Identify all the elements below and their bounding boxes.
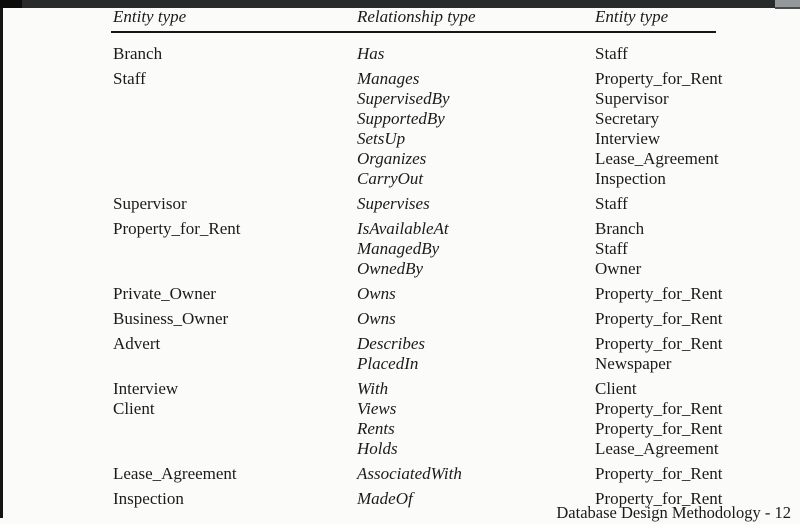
entity-type-cell: Private_Owner (113, 284, 216, 303)
relationship-type-cell: Views (357, 399, 397, 418)
table-row: SetsUp Interview (0, 129, 800, 149)
relationship-type-cell: Owns (357, 309, 396, 328)
entity-group: Lease_Agreement AssociatedWith Property_fo… (0, 464, 800, 484)
window-left-edge (0, 8, 3, 518)
entity-type-cell: Property_for_Rent (113, 219, 241, 238)
related-entity-type-cell: Lease_Agreement (595, 439, 719, 458)
table-row: Branch Has Staff (0, 44, 800, 64)
table-header-row: Entity type Relationship type Entity typ… (0, 6, 800, 28)
entity-group: Private_Owner Owns Property_for_Rent (0, 284, 800, 304)
relationship-type-cell: Describes (357, 334, 425, 353)
related-entity-type-cell: Secretary (595, 109, 660, 128)
column-header-relationship-type: Relationship type (357, 7, 476, 26)
table-row: Organizes Lease_Agreement (0, 149, 800, 169)
table-row: OwnedBy Owner (0, 259, 800, 279)
relationship-type-cell: AssociatedWith (357, 464, 462, 483)
entity-type-cell: Staff (113, 69, 146, 88)
column-header-entity-type-left: Entity type (113, 7, 187, 26)
table-body: Branch Has Staff Staff Manages Property_for_R… (0, 44, 800, 509)
table-row: SupportedBy Secretary (0, 109, 800, 129)
relationship-type-cell: With (357, 379, 389, 398)
entity-group: Client Views Property_for_Rent Rents Propert… (0, 399, 800, 459)
related-entity-type-cell: Interview (595, 129, 661, 148)
relationship-type-cell: Manages (357, 69, 420, 88)
relationship-type-cell: SetsUp (357, 129, 406, 148)
table-row: Holds Lease_Agreement (0, 439, 800, 459)
table-row: Client Views Property_for_Rent (0, 399, 800, 419)
table-row: SupervisedBy Supervisor (0, 89, 800, 109)
table-row: Property_for_Rent IsAvailableAt Branch (0, 219, 800, 239)
related-entity-type-cell: Owner (595, 259, 642, 278)
table-row: Interview With Client (0, 379, 800, 399)
entity-group: Property_for_Rent IsAvailableAt Branch Mana… (0, 219, 800, 279)
related-entity-type-cell: Property_for_Rent (595, 464, 723, 483)
table-row: CarryOut Inspection (0, 169, 800, 189)
top-bar-left-segment (0, 0, 22, 8)
entity-type-cell: Lease_Agreement (113, 464, 237, 483)
related-entity-type-cell: Property_for_Rent (595, 309, 723, 328)
table-row: PlacedIn Newspaper (0, 354, 800, 374)
relationship-type-cell: PlacedIn (357, 354, 419, 373)
entity-group: Inspection MadeOf Property_for_Rent (0, 489, 800, 509)
table-row: Rents Property_for_Rent (0, 419, 800, 439)
relationship-type-cell: IsAvailableAt (357, 219, 449, 238)
relationship-type-cell: Organizes (357, 149, 427, 168)
relationship-type-cell: Rents (357, 419, 395, 438)
related-entity-type-cell: Property_for_Rent (595, 284, 723, 303)
related-entity-type-cell: Property_for_Rent (595, 419, 723, 438)
relationship-type-cell: Holds (357, 439, 398, 458)
window-top-bar (0, 0, 800, 9)
entity-group: Branch Has Staff (0, 44, 800, 64)
entity-group: Business_Owner Owns Property_for_Rent (0, 309, 800, 329)
table-row: Staff Manages Property_for_Rent (0, 69, 800, 89)
entity-type-cell: Interview (113, 379, 179, 398)
relationship-type-cell: Has (357, 44, 385, 63)
table-row: Business_Owner Owns Property_for_Rent (0, 309, 800, 329)
related-entity-type-cell: Supervisor (595, 89, 669, 108)
relationship-type-cell: SupervisedBy (357, 89, 450, 108)
related-entity-type-cell: Staff (595, 44, 628, 63)
related-entity-type-cell: Staff (595, 194, 628, 213)
entity-type-cell: Supervisor (113, 194, 187, 213)
relationship-type-cell: Supervises (357, 194, 430, 213)
header-rule (111, 31, 716, 33)
relationship-type-cell: MadeOf (357, 489, 413, 508)
entity-type-cell: Advert (113, 334, 161, 353)
related-entity-type-cell: Property_for_Rent (595, 334, 723, 353)
related-entity-type-cell: Staff (595, 239, 628, 258)
table-row: ManagedBy Staff (0, 239, 800, 259)
related-entity-type-cell: Newspaper (595, 354, 672, 373)
entity-type-cell: Business_Owner (113, 309, 229, 328)
relationship-type-cell: ManagedBy (357, 239, 440, 258)
entity-group: Supervisor Supervises Staff (0, 194, 800, 214)
relationship-type-cell: Owns (357, 284, 396, 303)
table-row: Inspection MadeOf Property_for_Rent (0, 489, 800, 509)
related-entity-type-cell: Property_for_Rent (595, 399, 723, 418)
relationship-type-cell: SupportedBy (357, 109, 445, 128)
entity-type-cell: Client (113, 399, 155, 418)
top-bar-right-segment (775, 0, 800, 9)
related-entity-type-cell: Property_for_Rent (595, 69, 723, 88)
column-header-entity-type-right: Entity type (595, 7, 669, 26)
related-entity-type-cell: Client (595, 379, 637, 398)
table-row: Private_Owner Owns Property_for_Rent (0, 284, 800, 304)
related-entity-type-cell: Property_for_Rent (595, 489, 723, 508)
relationship-type-cell: OwnedBy (357, 259, 424, 278)
related-entity-type-cell: Lease_Agreement (595, 149, 719, 168)
related-entity-type-cell: Inspection (595, 169, 666, 188)
entity-group: Staff Manages Property_for_Rent SupervisedB… (0, 69, 800, 189)
relationship-type-cell: CarryOut (357, 169, 424, 188)
entity-type-cell: Inspection (113, 489, 184, 508)
related-entity-type-cell: Branch (595, 219, 645, 238)
entity-group: Interview With Client (0, 379, 800, 399)
entity-group: Advert Describes Property_for_Rent PlacedIn… (0, 334, 800, 374)
entity-type-cell: Branch (113, 44, 163, 63)
table-row: Lease_Agreement AssociatedWith Property_fo… (0, 464, 800, 484)
table-row: Supervisor Supervises Staff (0, 194, 800, 214)
table-row: Advert Describes Property_for_Rent (0, 334, 800, 354)
page-footer: Database Design Methodology - 12 (556, 503, 791, 522)
